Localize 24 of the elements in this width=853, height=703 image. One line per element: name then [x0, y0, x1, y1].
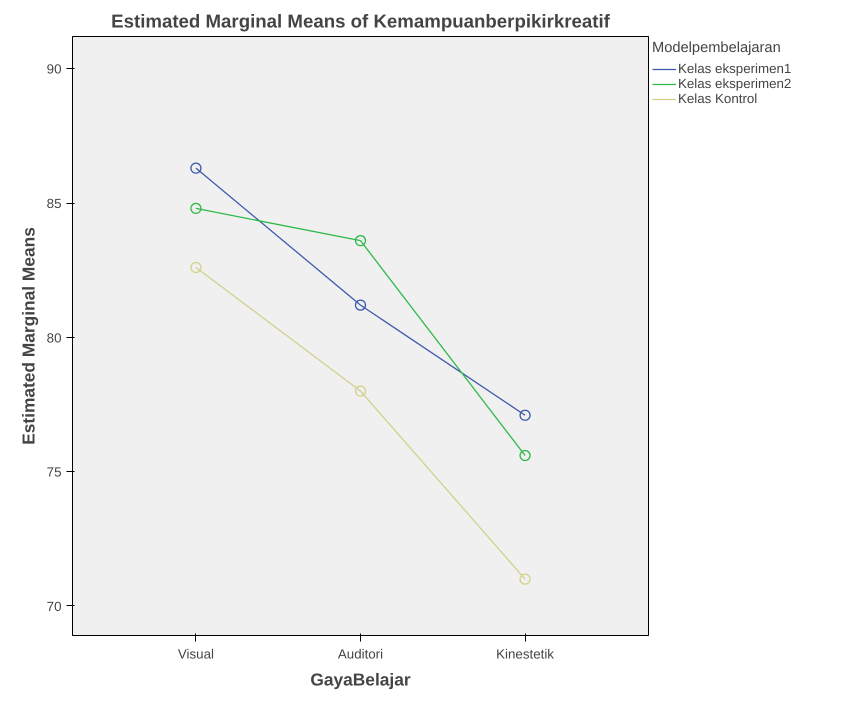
y-tick-label: 90 — [46, 62, 62, 77]
x-tick-label: Kinestetik — [496, 646, 554, 662]
chart-title: Estimated Marginal Means of Kemampuanberpikirkreatif — [111, 10, 611, 32]
point — [190, 162, 202, 174]
point — [354, 235, 366, 246]
legend-label: Kelas eksperimen2 — [678, 76, 792, 91]
point — [519, 410, 531, 421]
point — [354, 299, 366, 311]
point — [354, 385, 366, 397]
y-tick-label: 75 — [46, 464, 62, 480]
legend-title: Modelpembelajaran — [652, 40, 782, 56]
y-axis-title: Estimated Marginal Means — [18, 227, 39, 445]
point — [190, 262, 202, 274]
y-tick-label: 80 — [46, 330, 62, 346]
legend-label: Kelas Kontrol — [678, 91, 758, 106]
y-tick-label: 85 — [46, 196, 62, 212]
y-tick-label: 70 — [46, 598, 62, 614]
point — [519, 450, 531, 462]
point — [519, 573, 531, 585]
x-axis-title: GayaBelajar — [310, 670, 411, 690]
x-tick-label: Visual — [178, 646, 214, 662]
legend-label: Kelas eksperimen1 — [678, 61, 792, 76]
point — [190, 202, 202, 214]
x-tick-label: Auditori — [338, 646, 384, 662]
